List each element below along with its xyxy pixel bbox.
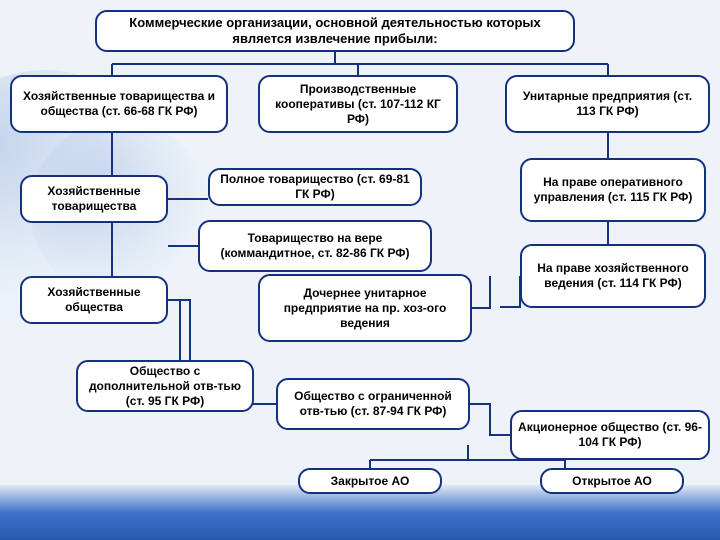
node-full-partnership: Полное товарищество (ст. 69-81 ГК РФ) [208,168,422,206]
node-econ-societies: Хозяйственные общества [20,276,168,324]
node-econ-partnerships: Хозяйственные товарищества [20,175,168,223]
node-coops: Производственные кооперативы (ст. 107-11… [258,75,458,133]
node-open-jsc: Открытое АО [540,468,684,494]
node-unitary: Унитарные предприятия (ст. 113 ГК РФ) [505,75,710,133]
title-box: Коммерческие организации, основной деяте… [95,10,575,52]
node-joint-stock: Акционерное общество (ст. 96-104 ГК РФ) [510,410,710,460]
node-economic-mgmt: На праве хозяйственного ведения (ст. 114… [520,244,706,308]
node-additional-liability: Общество с дополнительной отв-тью (ст. 9… [76,360,254,412]
node-subsidiary-unitary: Дочернее унитарное предприятие на пр. хо… [258,274,472,342]
node-faith-partnership: Товарищество на вере (коммандитное, ст. … [198,220,432,272]
node-operational-mgmt: На праве оперативного управления (ст. 11… [520,158,706,222]
node-closed-jsc: Закрытое АО [298,468,442,494]
node-limited-liability: Общество с ограниченной отв-тью (ст. 87-… [276,378,470,430]
node-partnerships-societies: Хозяйственные товарищества и общества (с… [10,75,228,133]
